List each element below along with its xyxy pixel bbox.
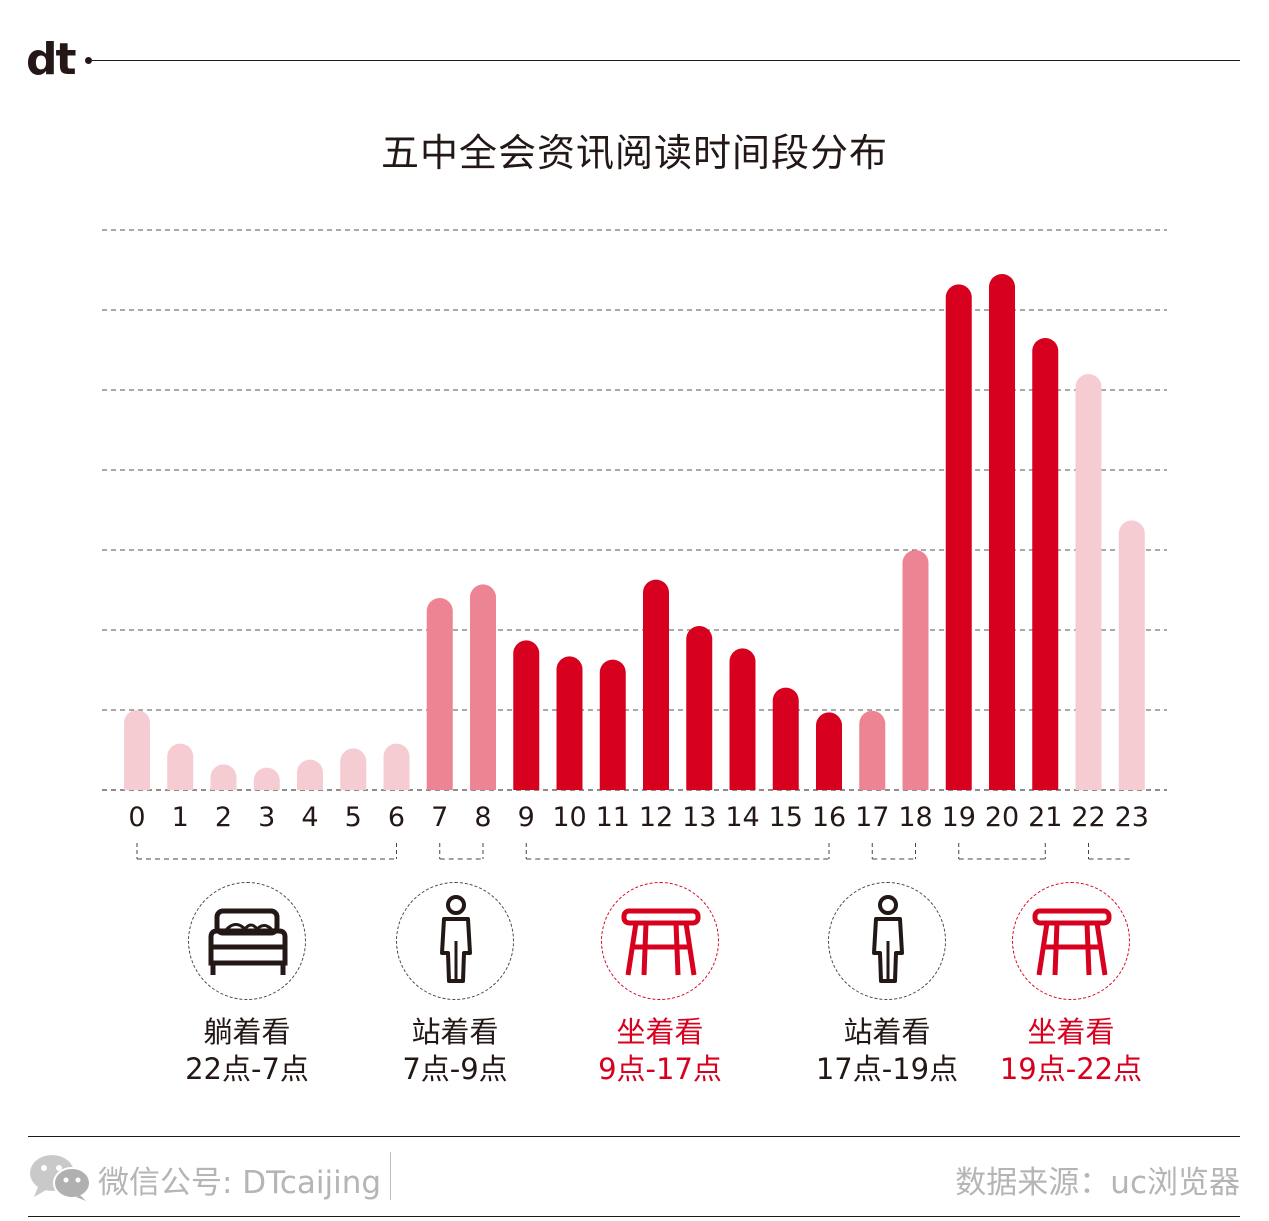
bar-hour-17	[859, 710, 886, 790]
chart-title: 五中全会资讯阅读时间段分布	[380, 131, 888, 175]
x-tick-label: 11	[596, 802, 630, 833]
bar-hour-23	[1118, 520, 1145, 790]
x-tick-label: 12	[639, 802, 673, 833]
segment-range: 17点-19点	[815, 1052, 959, 1086]
x-tick-label: 7	[431, 802, 448, 833]
x-tick-label: 22	[1071, 802, 1105, 833]
x-tick-label: 5	[345, 802, 362, 833]
x-tick-label: 13	[682, 802, 716, 833]
segment-label: 躺着看	[203, 1015, 291, 1049]
segment-range: 7点-9点	[402, 1052, 508, 1086]
x-tick-label: 14	[725, 802, 759, 833]
wechat-icon	[30, 1155, 91, 1201]
bar-hour-3	[253, 767, 280, 790]
bar-hour-19	[945, 284, 972, 790]
bar-hour-14	[729, 648, 756, 790]
bar-hour-6	[383, 743, 410, 790]
bar-hour-9	[513, 640, 540, 790]
x-tick-label: 17	[855, 802, 889, 833]
bar-hour-13	[686, 626, 713, 790]
data-source-label: 数据来源：uc浏览器	[955, 1165, 1240, 1201]
footer-top-rule	[28, 1136, 1240, 1137]
bar-hour-21	[1032, 338, 1059, 790]
footer-bottom-rule	[28, 1216, 1240, 1217]
x-tick-label: 19	[942, 802, 976, 833]
bar-hour-18	[902, 550, 929, 790]
bar-hour-1	[167, 743, 194, 790]
x-tick-label: 9	[518, 802, 535, 833]
segment-caption: 坐着看 19点-22点	[971, 1014, 1171, 1088]
header-rule	[92, 60, 1240, 61]
bar-hour-4	[297, 759, 323, 790]
x-tick-label: 8	[474, 802, 491, 833]
segment-caption: 坐着看 9点-17点	[560, 1014, 760, 1088]
x-tick-label: 6	[388, 802, 405, 833]
segment-caption: 躺着看 22点-7点	[147, 1014, 347, 1088]
bar-hour-16	[816, 712, 842, 790]
bar-hour-15	[772, 687, 799, 790]
x-tick-label: 15	[769, 802, 803, 833]
bar-hour-12	[643, 579, 669, 790]
segment-caption: 站着看 17点-19点	[787, 1014, 987, 1088]
x-tick-label: 20	[985, 802, 1019, 833]
x-tick-label: 16	[812, 802, 846, 833]
x-tick-label: 1	[172, 802, 189, 833]
segment-caption: 站着看 7点-9点	[355, 1014, 555, 1088]
bar-hour-2	[210, 764, 237, 790]
bar-hour-22	[1075, 374, 1102, 790]
bar-hour-8	[470, 584, 496, 790]
dt-logo: dt	[26, 34, 77, 85]
bar-hour-10	[556, 656, 583, 790]
segment-label: 坐着看	[616, 1015, 704, 1049]
stool-icon	[601, 882, 719, 1000]
logo-dot	[85, 57, 92, 64]
bar-hour-7	[426, 598, 453, 790]
bed-icon	[188, 882, 306, 1000]
stool-icon	[1012, 882, 1130, 1000]
segment-label: 站着看	[411, 1015, 499, 1049]
segment-range: 9点-17点	[598, 1052, 722, 1086]
bar-hour-11	[599, 659, 626, 790]
x-tick-label: 23	[1115, 802, 1149, 833]
x-tick-label: 3	[258, 802, 275, 833]
segment-label: 坐着看	[1027, 1015, 1115, 1049]
wechat-account-label: 微信公号: DTcaijing	[98, 1165, 382, 1201]
footer-divider	[390, 1152, 391, 1200]
x-tick-label: 0	[128, 802, 145, 833]
bar-hour-0	[124, 710, 150, 790]
x-tick-label: 18	[898, 802, 932, 833]
bar-hour-20	[989, 274, 1015, 790]
x-tick-label: 10	[552, 802, 586, 833]
x-tick-label: 2	[215, 802, 232, 833]
segment-range: 22点-7点	[185, 1052, 309, 1086]
x-tick-label: 4	[301, 802, 318, 833]
segment-label: 站着看	[843, 1015, 931, 1049]
standing-person-icon	[396, 882, 514, 1000]
x-tick-label: 21	[1028, 802, 1062, 833]
segment-range: 19点-22点	[999, 1052, 1143, 1086]
bar-hour-5	[340, 748, 367, 790]
standing-person-icon	[828, 882, 946, 1000]
